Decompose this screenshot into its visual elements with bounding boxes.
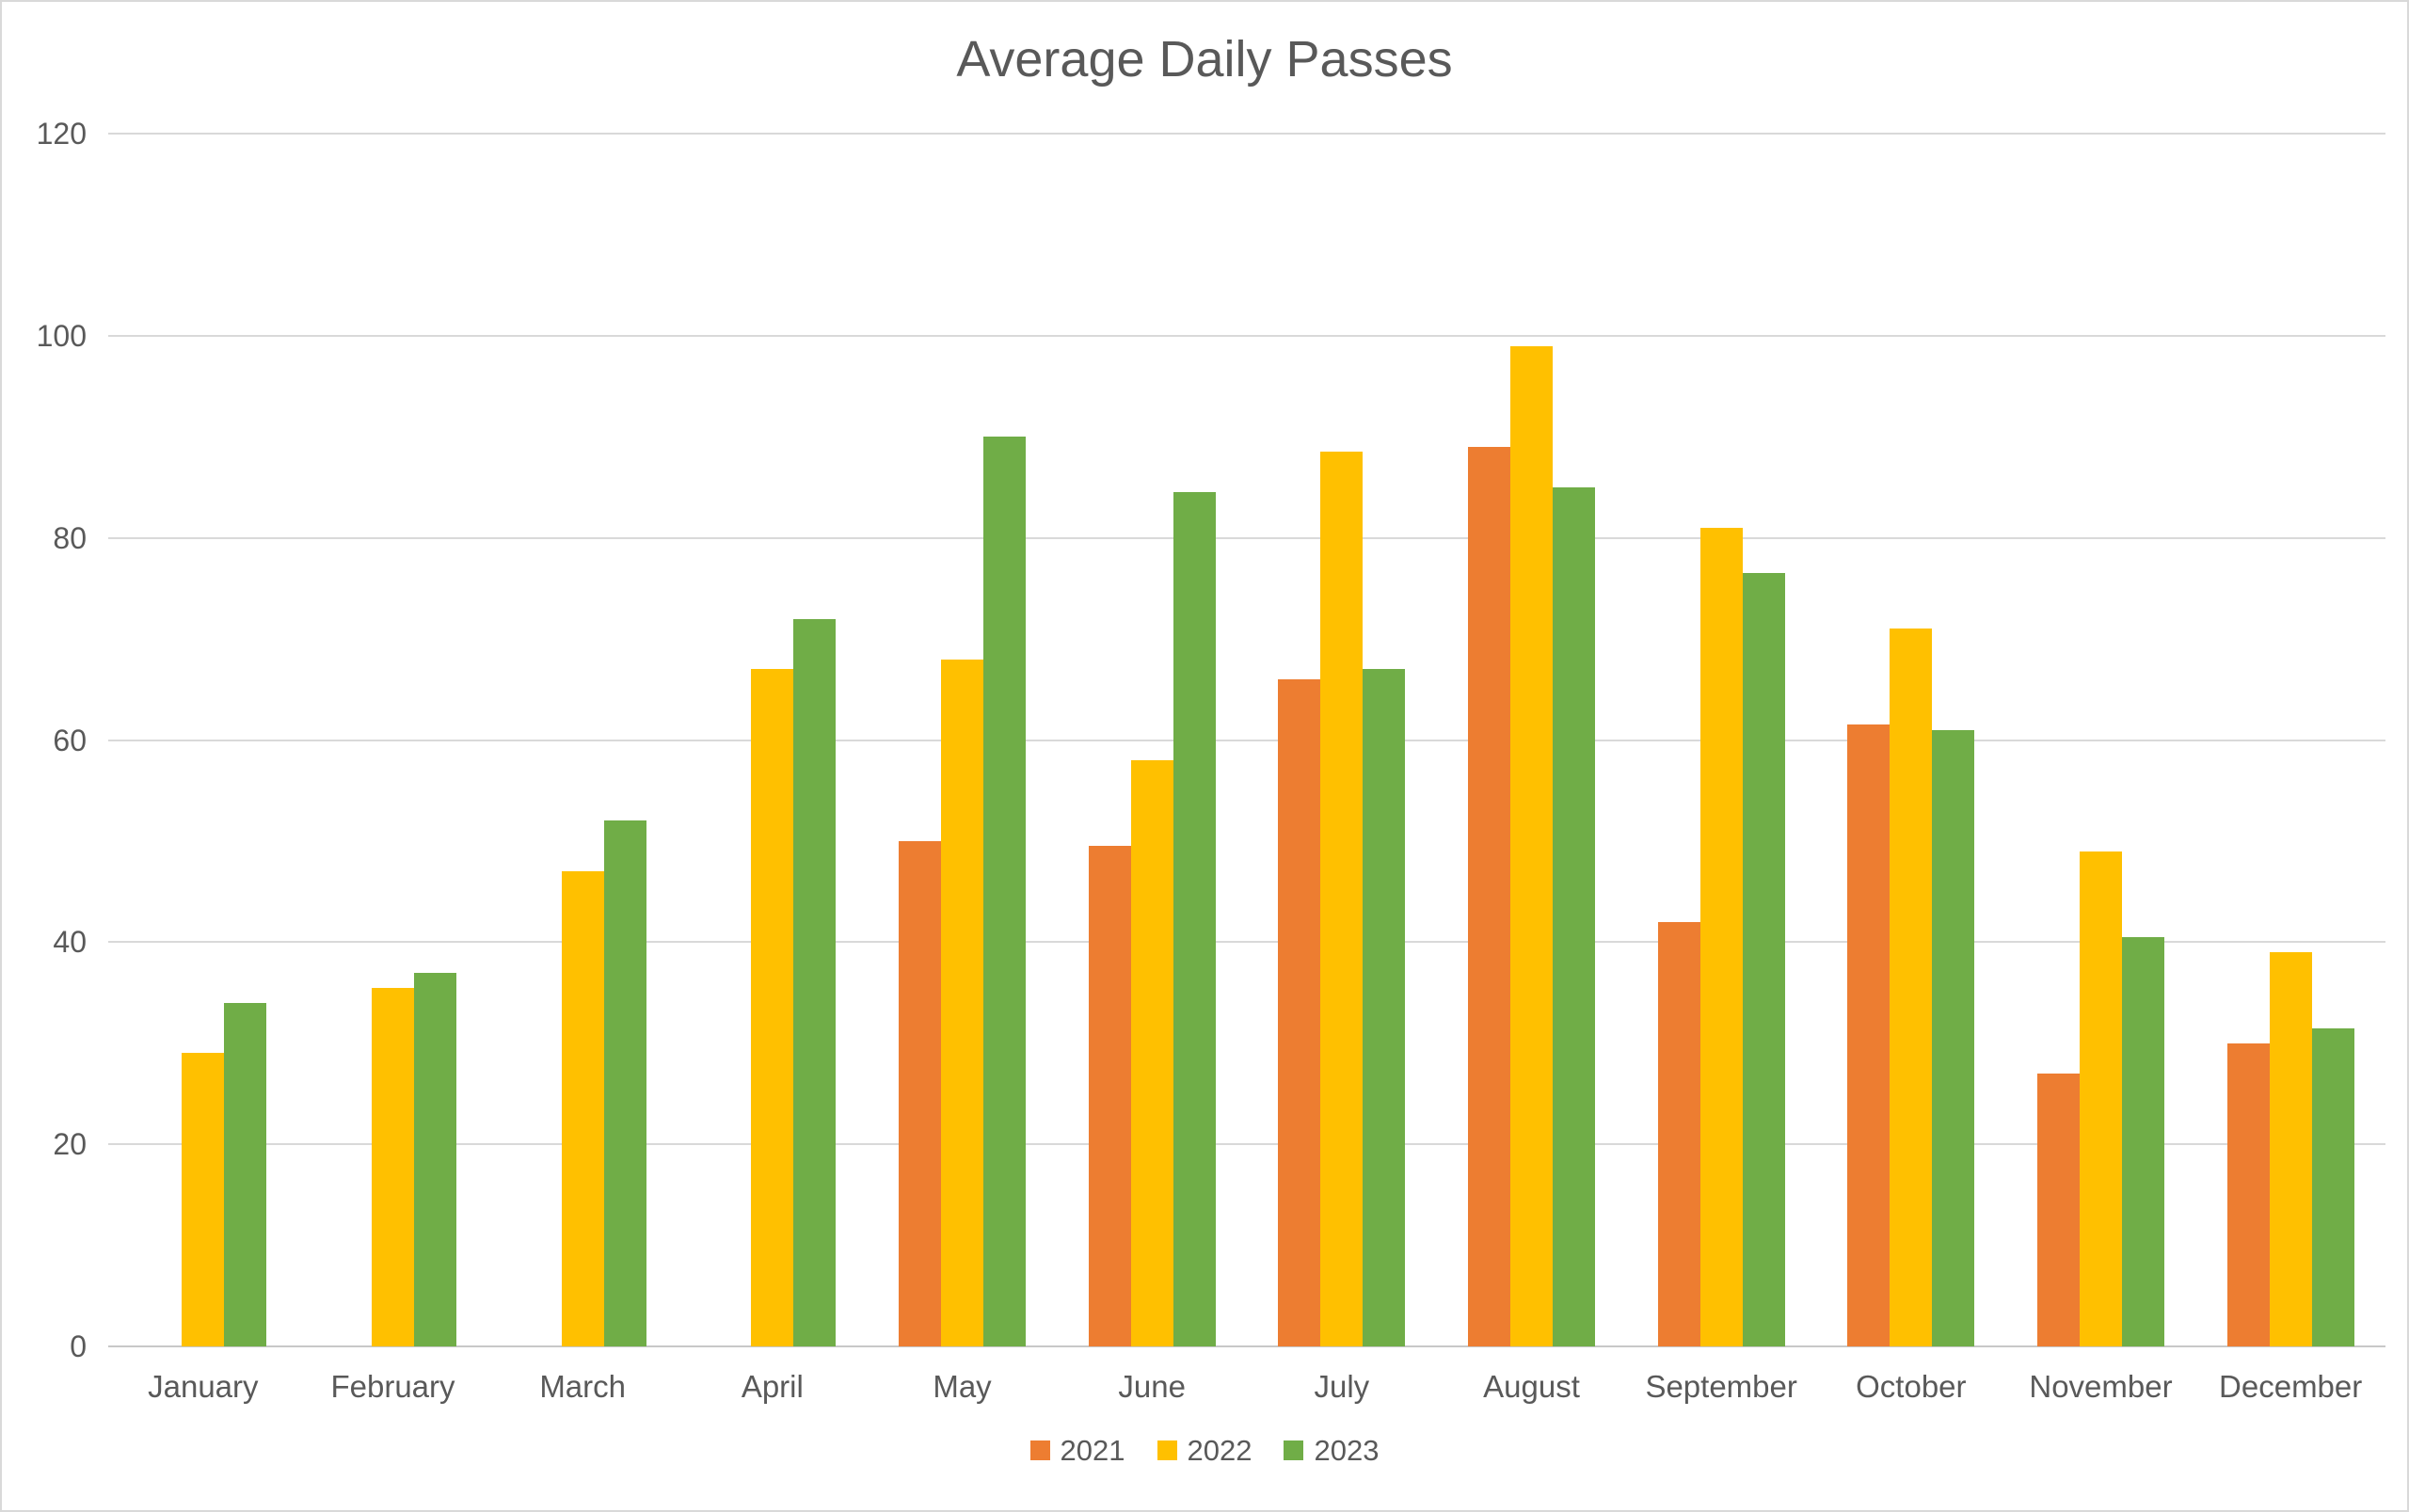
bar-2021-october (1847, 724, 1891, 1346)
bar-2022-october (1890, 629, 1933, 1346)
bar-2022-september (1699, 527, 1743, 1346)
y-axis-tick-label-40: 40 (53, 925, 87, 960)
bar-2023-december (2311, 1027, 2354, 1346)
bar-2021-december (2226, 1042, 2270, 1346)
gridline-80 (108, 536, 2385, 539)
bar-2022-april (751, 669, 794, 1346)
bar-2021-june (1088, 846, 1131, 1346)
bar-2023-june (1173, 492, 1216, 1346)
x-axis-tick-label-april: April (741, 1369, 804, 1404)
bar-2023-march (603, 820, 646, 1346)
bar-2022-january (182, 1053, 225, 1346)
x-axis-tick-label-august: August (1483, 1369, 1580, 1404)
bar-2023-october (1932, 729, 1975, 1346)
bar-2022-may (941, 659, 983, 1346)
chart-title: Average Daily Passes (956, 31, 1453, 88)
x-axis-tick-label-may: May (933, 1369, 992, 1404)
x-axis-tick-label-february: February (330, 1369, 455, 1404)
x-axis-tick-label-december: December (2219, 1369, 2363, 1404)
bar-2022-november (2080, 851, 2122, 1346)
x-axis-tick-label-january: January (148, 1369, 259, 1404)
legend: 2021 2022 2023 (2, 1436, 2407, 1465)
gridline-100 (108, 334, 2385, 337)
bar-2023-may (983, 437, 1026, 1346)
y-axis-tick-label-0: 0 (70, 1329, 87, 1363)
x-axis-line (108, 1345, 2385, 1347)
legend-swatch-2022 (1157, 1440, 1177, 1460)
x-axis-tick-label-september: September (1645, 1369, 1797, 1404)
y-axis-tick-label-80: 80 (53, 520, 87, 555)
gridline-40 (108, 941, 2385, 944)
bar-2022-august (1510, 345, 1553, 1346)
bar-2023-july (1363, 669, 1406, 1346)
x-axis-tick-label-october: October (1856, 1369, 1967, 1404)
bar-2023-april (793, 618, 837, 1346)
gridline-20 (108, 1143, 2385, 1146)
bar-2022-june (1130, 759, 1173, 1346)
bar-2023-august (1553, 486, 1595, 1346)
bar-2023-january (224, 1002, 267, 1346)
bar-2021-september (1657, 921, 1700, 1346)
x-axis-tick-label-july: July (1314, 1369, 1370, 1404)
gridline-120 (108, 133, 2385, 135)
bar-2023-september (1742, 573, 1785, 1346)
legend-item-2021: 2021 (1029, 1434, 1125, 1467)
x-axis-tick-label-march: March (539, 1369, 626, 1404)
gridline-60 (108, 739, 2385, 741)
x-axis-tick-label-june: June (1118, 1369, 1186, 1404)
legend-label-2021: 2021 (1060, 1434, 1125, 1467)
bar-2021-august (1468, 446, 1510, 1346)
legend-label-2022: 2022 (1187, 1434, 1252, 1467)
bar-2021-july (1278, 679, 1321, 1346)
x-axis-tick-label-november: November (2029, 1369, 2173, 1404)
bar-2021-november (2037, 1073, 2080, 1346)
legend-label-2023: 2023 (1314, 1434, 1380, 1467)
bar-2023-february (414, 972, 456, 1346)
bar-2022-march (561, 871, 604, 1346)
bar-2022-july (1320, 452, 1364, 1346)
y-axis-tick-label-20: 20 (53, 1127, 87, 1162)
bar-2021-may (899, 840, 941, 1346)
bar-2022-december (2269, 952, 2312, 1346)
y-axis-tick-label-60: 60 (53, 723, 87, 757)
legend-swatch-2021 (1029, 1440, 1050, 1460)
y-axis-tick-label-100: 100 (36, 318, 87, 353)
bar-2023-november (2122, 936, 2164, 1346)
legend-item-2022: 2022 (1157, 1436, 1252, 1465)
bar-2022-february (372, 987, 414, 1346)
y-axis-tick-label-120: 120 (36, 117, 87, 151)
legend-swatch-2023 (1284, 1440, 1304, 1460)
legend-item-2023: 2023 (1284, 1436, 1379, 1465)
